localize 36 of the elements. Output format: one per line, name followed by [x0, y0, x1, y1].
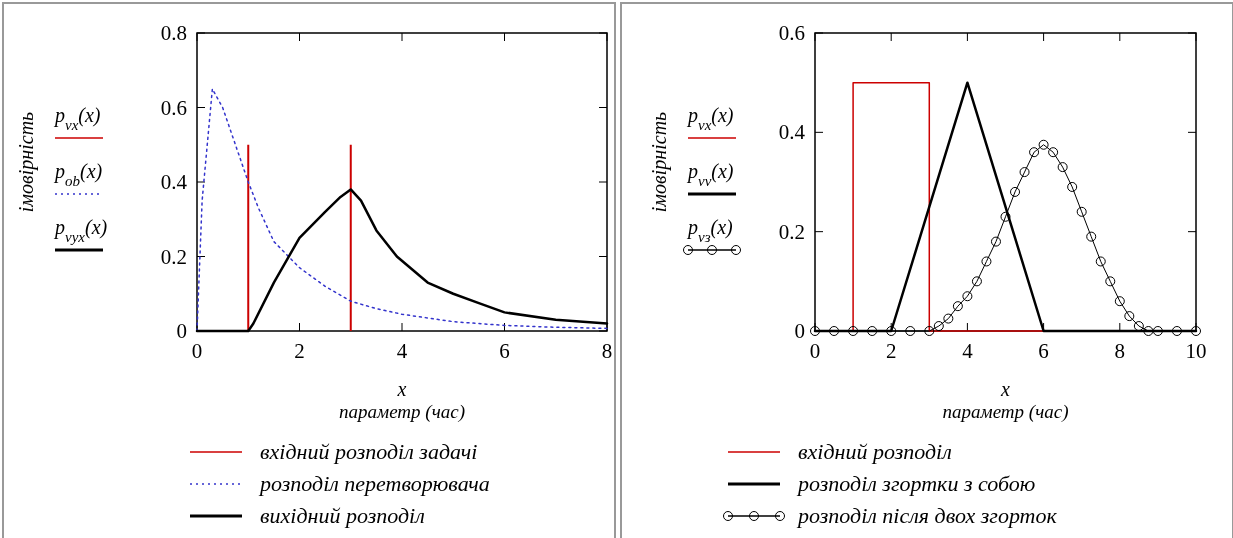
legend-label: вхідний розподіл задачі — [260, 439, 478, 464]
x-tick-label: 4 — [962, 339, 974, 363]
x-axis-title: x параметр (час) — [942, 378, 1069, 423]
y-tick-label: 0 — [176, 319, 187, 343]
x-tick-label: 6 — [1038, 339, 1049, 363]
legend-label: вихідний розподіл — [260, 503, 425, 528]
y-axis-title: імовірність — [15, 111, 38, 213]
y-tick-label: 0.4 — [160, 170, 188, 194]
x-tick-label: 0 — [191, 339, 203, 363]
legend-label: розподіл після двох згорток — [796, 503, 1058, 528]
x-axis-title: x параметр (час) — [339, 378, 465, 423]
text: p$_{vx}$(x) — [686, 104, 734, 133]
y-axis-title: імовірність — [648, 111, 671, 213]
text: p$_{vv}$(x) — [686, 160, 734, 189]
x-tick-label: 4 — [396, 339, 408, 363]
y-tick-label: 0.6 — [778, 21, 805, 45]
x-tick-label: 10 — [1185, 339, 1207, 363]
legend-label: вхідний розподіл — [798, 439, 952, 464]
legend-label: розподіл згортки з собою — [796, 471, 1036, 496]
text: p$_{vз}$(x) — [686, 216, 734, 245]
text: p$_{vyx}$(x) — [53, 216, 108, 245]
x-tick-label: 0 — [809, 339, 821, 363]
text: p$_{vx}$(x) — [53, 104, 101, 133]
x-tick-label: 6 — [499, 339, 510, 363]
x-tick-label: 8 — [1114, 339, 1126, 363]
x-tick-label: 8 — [601, 339, 613, 363]
x-tick-label: 2 — [885, 339, 897, 363]
x-tick-label: 2 — [294, 339, 305, 363]
y-tick-label: 0.6 — [160, 95, 187, 120]
y-tick-label: 0.8 — [160, 21, 187, 45]
y-tick-label: 0.2 — [778, 219, 805, 244]
y-tick-label: 0 — [794, 319, 805, 343]
y-tick-label: 0.4 — [778, 120, 806, 145]
y-tick-label: 0.2 — [160, 244, 187, 269]
text: p$_{ob}$(x) — [53, 160, 103, 189]
legend-label: розподіл перетворювача — [258, 471, 490, 496]
